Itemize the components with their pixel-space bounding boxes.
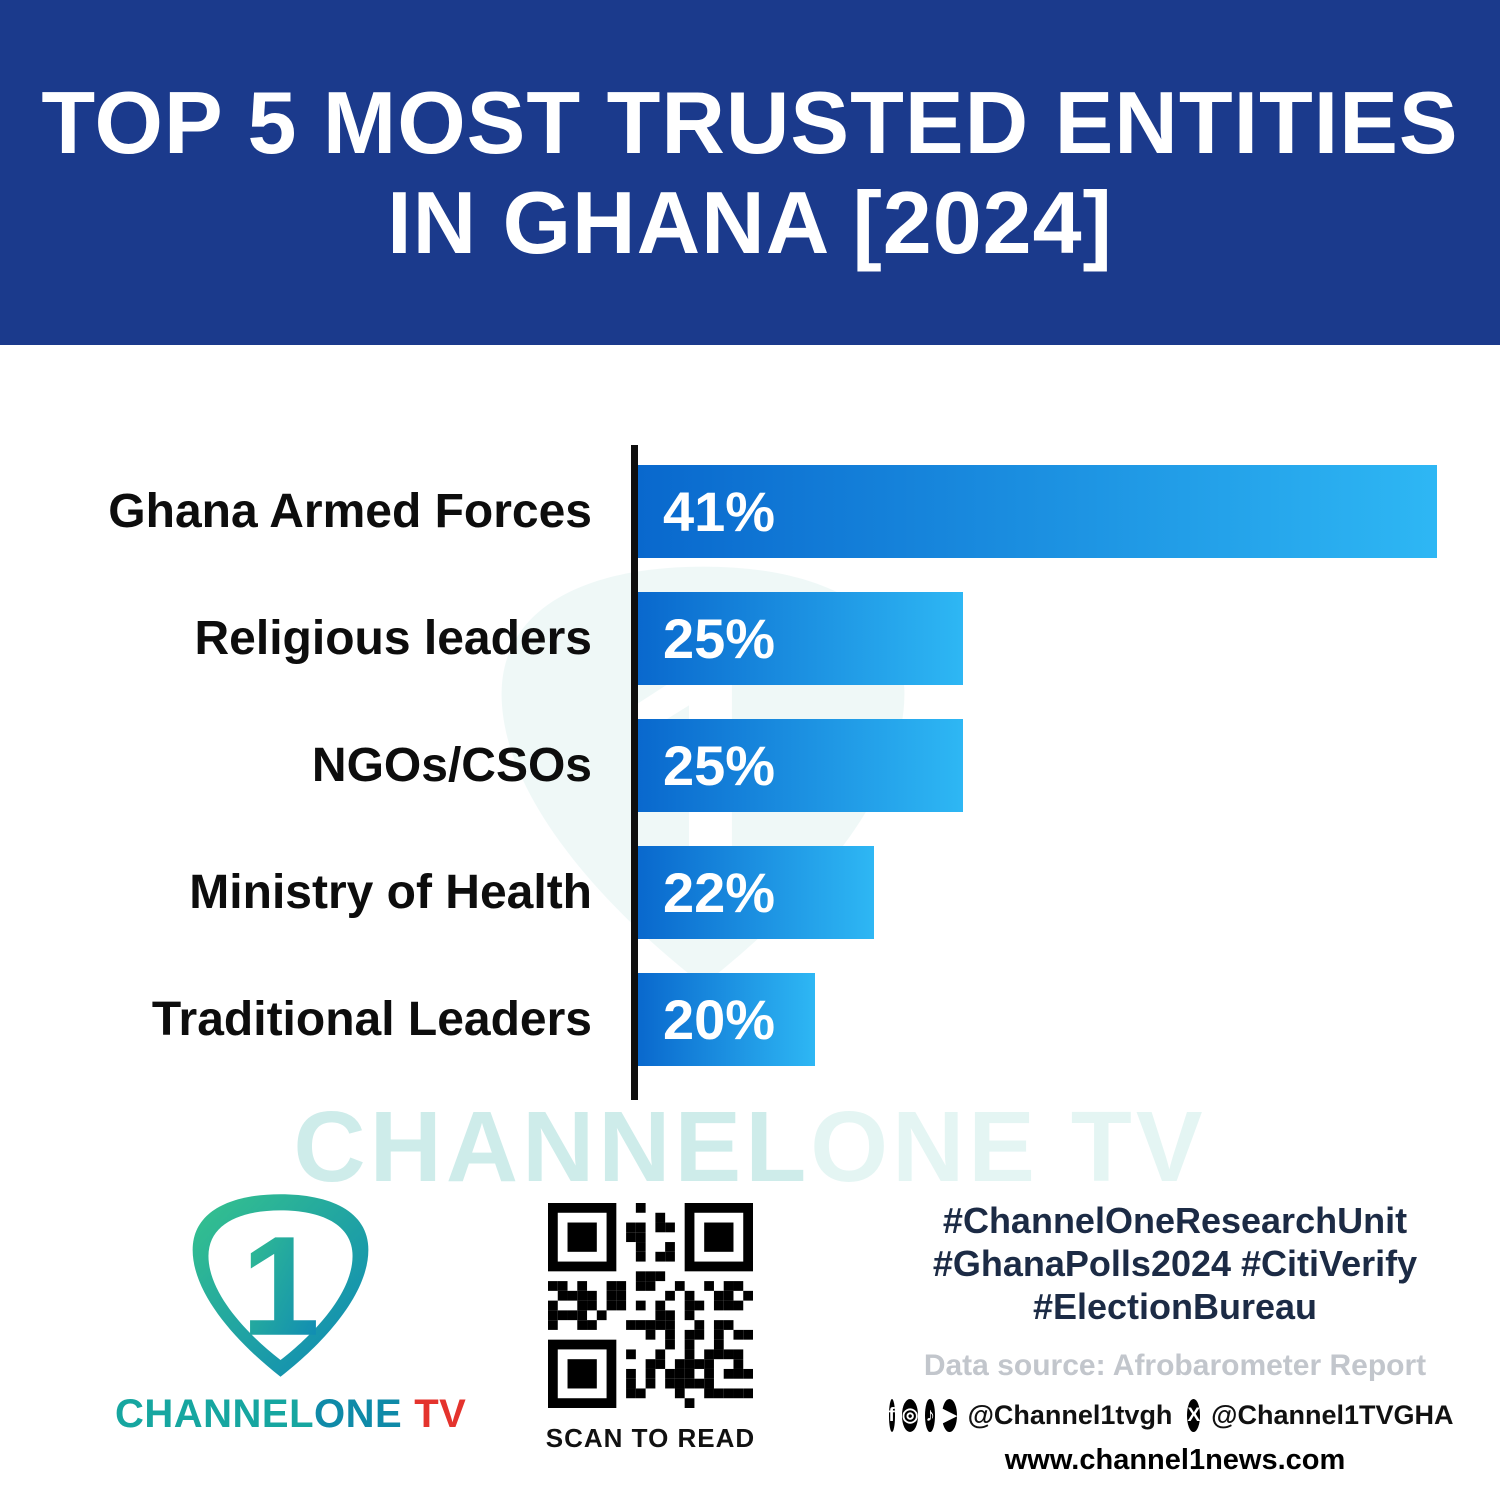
logo-text-channel: CHANNEL bbox=[115, 1392, 315, 1436]
bar-fill: 22% bbox=[637, 846, 875, 939]
bar-row-religious-leaders: Religious leaders 25% bbox=[0, 592, 1500, 685]
category-label: Ministry of Health bbox=[189, 866, 592, 919]
logo-number: 1 bbox=[241, 1207, 320, 1365]
page-title: TOP 5 MOST TRUSTED ENTITIES IN GHANA [20… bbox=[41, 73, 1458, 272]
hashtag-line-1: #ChannelOneResearchUnit bbox=[942, 1200, 1408, 1241]
social-handle-1: @Channel1tvgh bbox=[967, 1399, 1173, 1430]
qr-caption: SCAN TO READ bbox=[545, 1423, 756, 1453]
bar-track: 22% bbox=[637, 846, 1437, 939]
bar-value-label: 20% bbox=[663, 988, 776, 1051]
category-label: Ghana Armed Forces bbox=[108, 485, 592, 538]
logo-text-one: ONE bbox=[314, 1392, 403, 1436]
bar-row-ministry-of-health: Ministry of Health 22% bbox=[0, 846, 1500, 939]
bar-fill: 20% bbox=[637, 973, 815, 1066]
watermark-text: CHANNELONE TV bbox=[0, 1090, 1500, 1205]
bar-track: 25% bbox=[637, 592, 1437, 685]
watermark-channel: CHANNEL bbox=[293, 1091, 811, 1203]
category-label: Traditional Leaders bbox=[151, 993, 592, 1046]
youtube-icon: ▶ bbox=[941, 1398, 957, 1432]
website-url: www.channel1news.com bbox=[1004, 1443, 1346, 1476]
social-row: f ◎ ♪ ▶ @Channel1tvgh X @Channel1TVGHA bbox=[888, 1398, 1454, 1432]
chart-axis bbox=[631, 445, 638, 1100]
hashtag-line-3: #ElectionBureau bbox=[1032, 1286, 1318, 1328]
instagram-icon: ◎ bbox=[901, 1398, 919, 1432]
data-source: Data source: Afrobarometer Report bbox=[923, 1348, 1427, 1382]
logo-wordmark: CHANNELONE TV bbox=[115, 1392, 466, 1437]
channel-one-logo-icon: 1 bbox=[192, 1194, 368, 1377]
header-banner: TOP 5 MOST TRUSTED ENTITIES IN GHANA [20… bbox=[0, 0, 1500, 345]
bar-fill: 25% bbox=[637, 719, 963, 812]
bar-chart: Ghana Armed Forces 41% Religious leaders… bbox=[0, 465, 1500, 1100]
facebook-icon: f bbox=[888, 1398, 895, 1432]
channel-one-logo: 1 CHANNELONE TV bbox=[115, 1185, 466, 1437]
bar-track: 20% bbox=[637, 973, 1437, 1066]
footer-info: #ChannelOneResearchUnit #GhanaPolls2024 … bbox=[888, 1199, 1454, 1477]
bar-row-traditional-leaders: Traditional Leaders 20% bbox=[0, 973, 1500, 1066]
bar-track: 41% bbox=[637, 465, 1437, 558]
bar-value-label: 22% bbox=[663, 861, 776, 924]
bar-row-ngos-csos: NGOs/CSOs 25% bbox=[0, 719, 1500, 812]
title-line-2: IN GHANA [2024] bbox=[387, 172, 1113, 272]
qr-block: SCAN TO READ bbox=[543, 1203, 758, 1454]
social-handle-2: @Channel1TVGHA bbox=[1211, 1399, 1454, 1430]
category-label: Religious leaders bbox=[194, 612, 592, 665]
bar-fill: 25% bbox=[637, 592, 963, 685]
category-label: NGOs/CSOs bbox=[311, 739, 592, 792]
bar-row-ghana-armed-forces: Ghana Armed Forces 41% bbox=[0, 465, 1500, 558]
logo-text-tv: TV bbox=[414, 1392, 467, 1436]
watermark-one-tv: ONE TV bbox=[810, 1091, 1207, 1203]
bar-value-label: 41% bbox=[663, 480, 776, 543]
x-icon: X bbox=[1187, 1398, 1201, 1432]
bar-value-label: 25% bbox=[663, 734, 776, 797]
title-line-1: TOP 5 MOST TRUSTED ENTITIES bbox=[41, 73, 1459, 173]
bar-fill: 41% bbox=[637, 465, 1437, 558]
bar-track: 25% bbox=[637, 719, 1437, 812]
hashtag-line-2: #GhanaPolls2024 #CitiVerify bbox=[932, 1243, 1418, 1285]
hashtags: #ChannelOneResearchUnit #GhanaPolls2024 … bbox=[900, 1199, 1450, 1329]
footer: 1 CHANNELONE TV SCAN TO READ #ChannelOneR… bbox=[0, 1185, 1500, 1485]
qr-code bbox=[548, 1203, 753, 1408]
tiktok-icon: ♪ bbox=[925, 1398, 935, 1432]
bar-value-label: 25% bbox=[663, 607, 776, 670]
